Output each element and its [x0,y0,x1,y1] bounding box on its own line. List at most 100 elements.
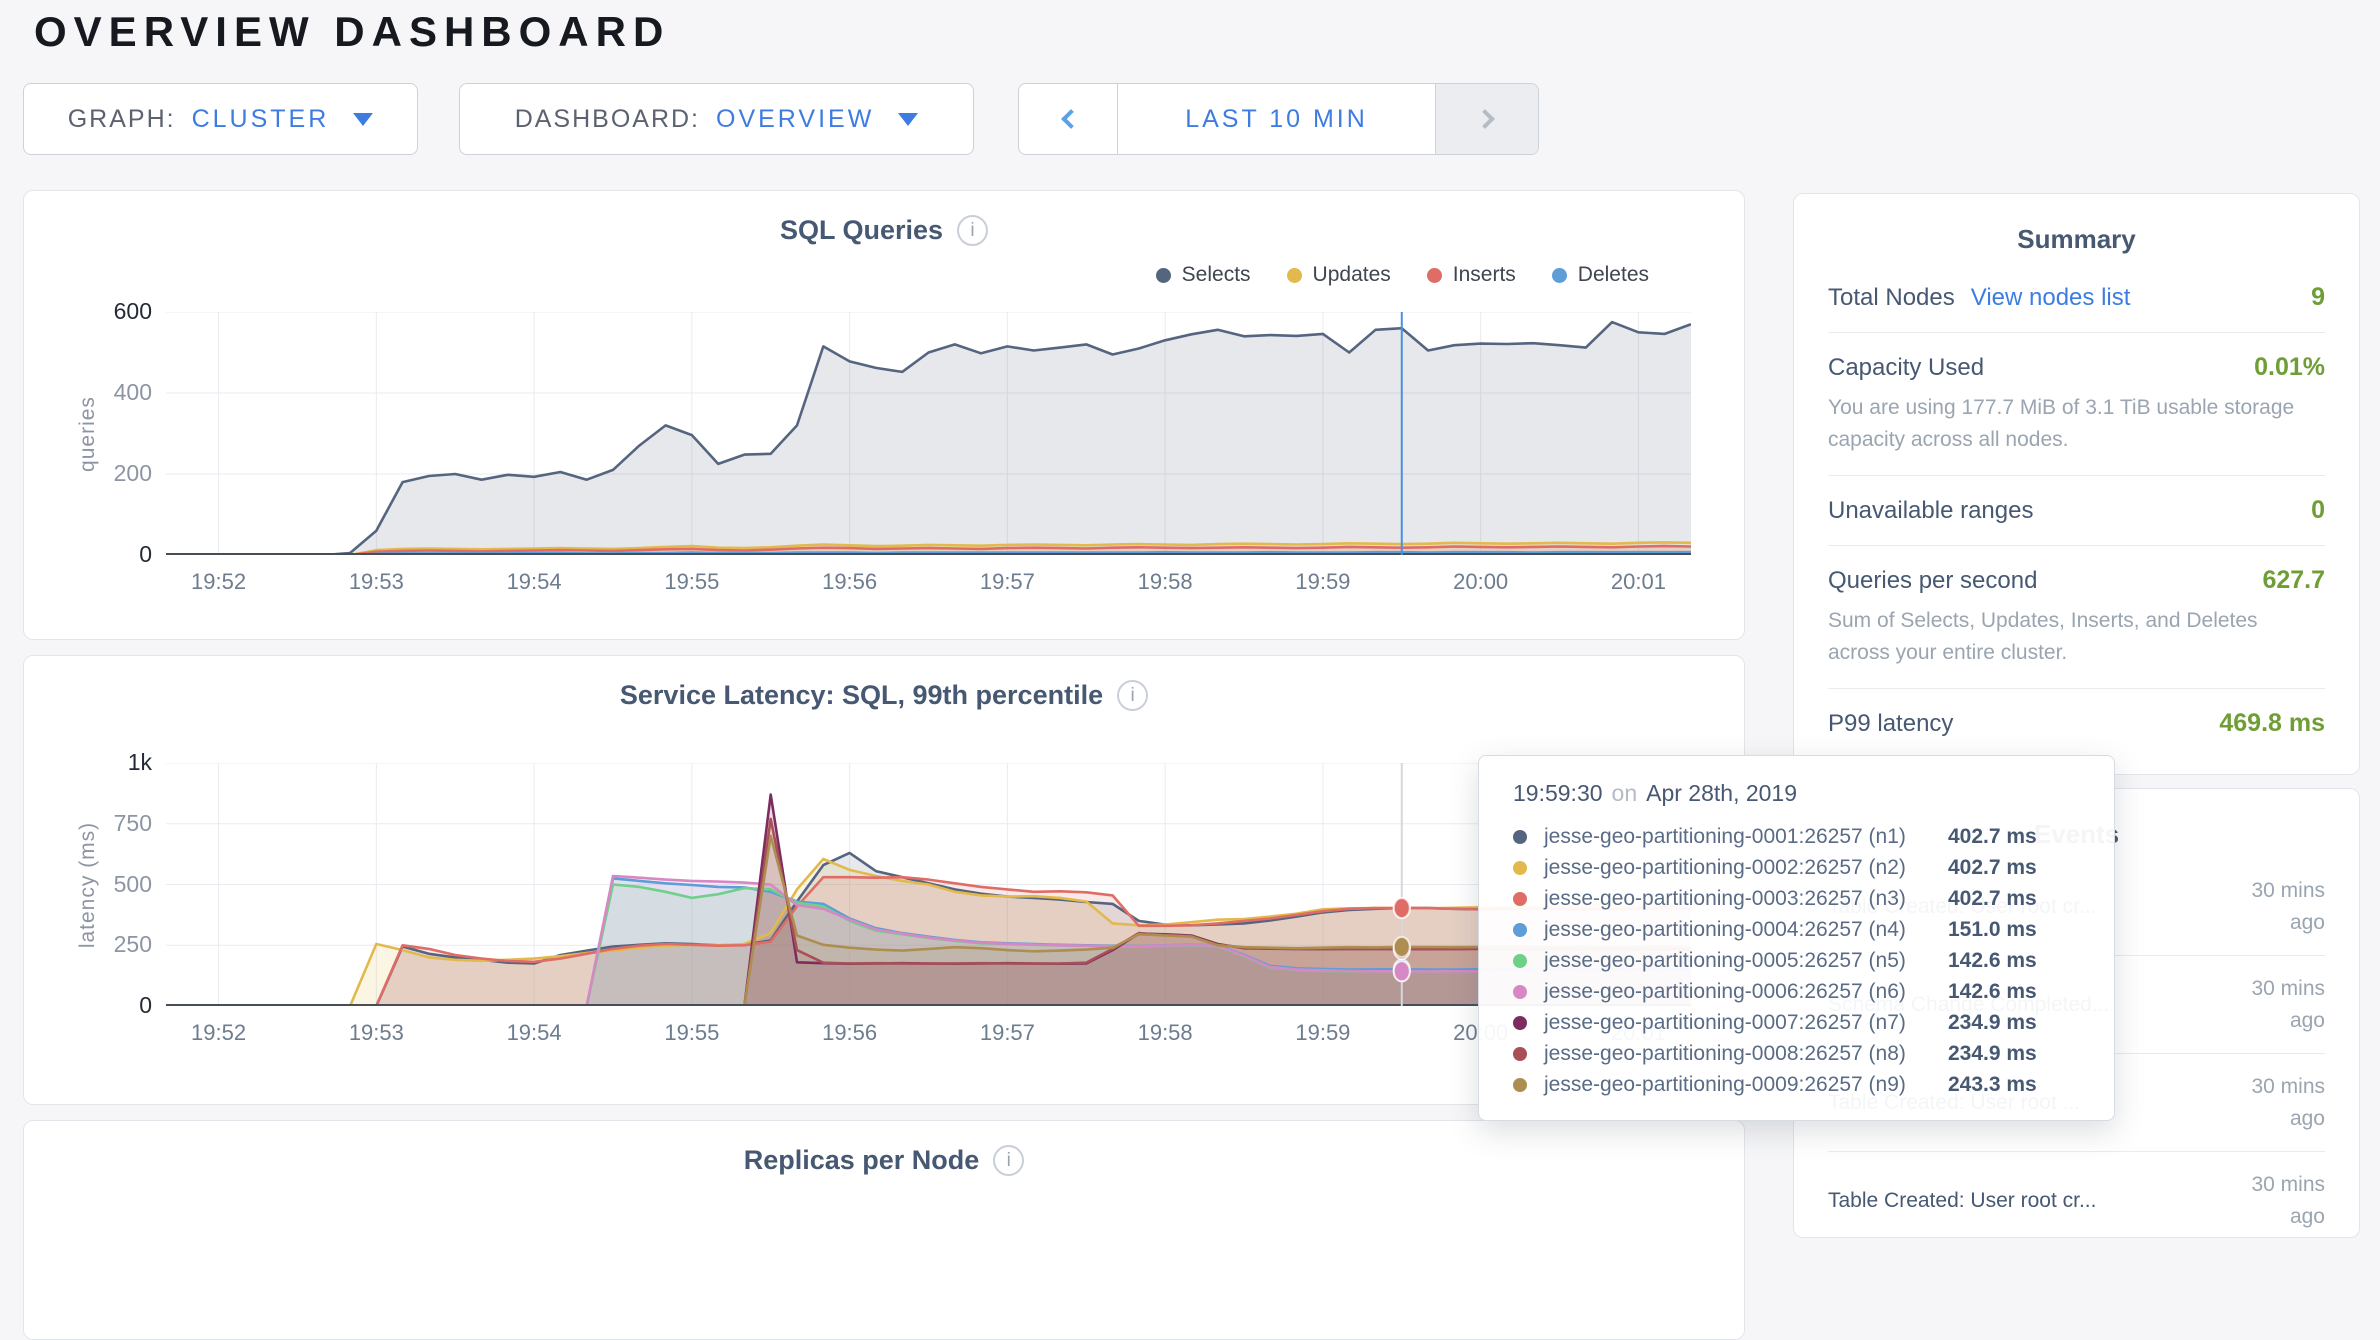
y-axis-tick-label: 0 [139,992,152,1018]
summary-row: Queries per second 627.7 Sum of Selects, U… [1828,546,2325,689]
series-area [166,876,1691,1006]
tooltip-node-name: jesse-geo-partitioning-0009:26257 (n9) [1544,1072,1906,1096]
series-color-dot-icon [1513,922,1527,937]
series-color-dot-icon [1513,984,1527,999]
x-axis-tick-label: 19:58 [1137,1020,1193,1045]
event-timestamp: 30 mins ago [2251,977,2325,1032]
dashboard-selector-label: DASHBOARD: [514,104,700,133]
hover-dot [1392,935,1411,958]
x-axis-tick-label: 19:53 [348,569,404,594]
y-axis-tick-label: 750 [113,809,152,836]
caret-down-icon [898,112,919,126]
tooltip-series-row: jesse-geo-partitioning-0005:26257 (n5) 14… [1513,945,2080,976]
x-axis-tick-label: 19:57 [979,569,1035,594]
tooltip-header: 19:59:30 on Apr 28th, 2019 [1513,780,2080,807]
legend-item-deletes[interactable]: Deletes [1551,263,1649,287]
series-area [166,835,1691,1006]
sql-queries-panel: SQL Queries i Selects Updates Inserts Delet… [23,190,1745,640]
summary-row-main: P99 latency 469.8 ms [1828,709,2325,738]
tooltip-series-row: jesse-geo-partitioning-0003:26257 (n3) 40… [1513,883,2080,914]
y-axis-title: latency (ms) [76,821,99,948]
info-icon[interactable]: i [957,215,989,246]
tooltip-series-row: jesse-geo-partitioning-0008:26257 (n8) 23… [1513,1038,2080,1069]
caret-down-icon [353,112,374,126]
y-axis-tick-label: 250 [113,931,152,958]
series-color-dot-icon [1513,1046,1527,1061]
chart-title-sql-queries: SQL Queries [779,215,944,245]
y-axis-tick-label: 200 [113,460,152,486]
x-axis-tick-label: 20:01 [1610,569,1666,594]
summary-row: Unavailable ranges 0 [1828,476,2325,546]
legend-item-updates[interactable]: Updates [1286,263,1391,287]
summary-row-label: Capacity Used [1828,354,1985,381]
series-color-dot-icon [1513,860,1527,875]
tooltip-series-row: jesse-geo-partitioning-0002:26257 (n2) 40… [1513,852,2080,883]
x-axis-tick-label: 19:57 [979,1020,1035,1045]
legend-item-inserts[interactable]: Inserts [1426,263,1516,287]
tooltip-node-name: jesse-geo-partitioning-0008:26257 (n8) [1544,1041,1906,1065]
time-backward-button[interactable] [1019,84,1118,154]
graph-selector-label: GRAPH: [67,104,176,133]
chart-canvas [166,312,1691,555]
graph-selector-dropdown[interactable]: GRAPH: CLUSTER [23,83,418,155]
summary-row: Capacity Used 0.01% You are using 177.7 Mi… [1828,333,2325,476]
event-text: Table Created: User root cr... [1828,1188,2097,1212]
summary-row-description: You are using 177.7 MiB of 3.1 TiB usabl… [1828,396,2295,451]
chart-legend: Selects Updates Inserts Deletes [1155,263,1649,287]
sql-queries-plot[interactable] [166,312,1691,555]
series-area [166,878,1691,1006]
replicas-per-node-panel: Replicas per Node i [23,1120,1745,1340]
chart-hover-tooltip: 19:59:30 on Apr 28th, 2019 jesse-geo-parti… [1478,755,2115,1121]
legend-dot-icon [1155,267,1171,283]
series-area [166,794,1691,1006]
tooltip-node-value: 234.9 ms [1948,1041,2037,1065]
tooltip-node-value: 402.7 ms [1948,886,2037,910]
x-axis-tick-label: 19:55 [664,569,720,594]
service-latency-plot[interactable] [166,763,1691,1006]
series-area [166,322,1691,555]
summary-row-description: Sum of Selects, Updates, Inserts, and De… [1828,609,2258,664]
summary-row-main: Unavailable ranges 0 [1828,496,2325,525]
tooltip-series-row: jesse-geo-partitioning-0001:26257 (n1) 40… [1513,821,2080,852]
y-axis-tick-label: 1k [127,749,152,775]
series-color-dot-icon [1513,891,1527,906]
y-axis-title: queries [76,395,99,472]
legend-item-selects[interactable]: Selects [1155,263,1251,287]
y-axis-tick-label: 500 [113,870,152,897]
series-color-dot-icon [1513,953,1527,968]
view-nodes-list-link[interactable]: View nodes list [1970,284,2131,311]
service-latency-panel: Service Latency: SQL, 99th percentile i … [23,655,1745,1105]
series-area [166,818,1691,1006]
legend-label: Updates [1312,263,1391,286]
tooltip-node-value: 243.3 ms [1948,1072,2037,1096]
tooltip-node-value: 142.6 ms [1948,948,2037,972]
info-icon[interactable]: i [1117,680,1149,711]
summary-row-main: Capacity Used 0.01% [1828,353,2325,382]
summary-row-label: Unavailable ranges [1828,497,2034,524]
series-line [166,875,1691,1006]
tooltip-series-row: jesse-geo-partitioning-0006:26257 (n6) 14… [1513,976,2080,1007]
info-icon[interactable]: i [993,1145,1025,1176]
chevron-right-icon [1474,109,1495,129]
hover-dot [1392,960,1411,983]
series-color-dot-icon [1513,1015,1527,1030]
time-range-button[interactable]: LAST 10 MIN [1185,104,1368,133]
chevron-left-icon [1060,109,1081,129]
summary-row-value: 469.8 ms [2219,709,2325,737]
event-timestamp: 30 mins ago [2251,879,2325,934]
x-axis-tick-label: 19:52 [191,569,247,594]
tooltip-date: Apr 28th, 2019 [1646,780,1798,806]
summary-row-value: 0.01% [2254,353,2325,381]
time-range-selector: LAST 10 MIN [1018,83,1539,155]
tooltip-node-name: jesse-geo-partitioning-0003:26257 (n3) [1544,886,1906,910]
legend-dot-icon [1286,267,1302,283]
summary-row-value: 0 [2311,496,2325,524]
time-forward-button-disabled [1435,84,1538,154]
legend-label: Deletes [1577,263,1649,286]
summary-row-main: Queries per second 627.7 [1828,566,2325,595]
event-timestamp: 30 mins ago [2251,1173,2325,1228]
tooltip-node-name: jesse-geo-partitioning-0005:26257 (n5) [1544,948,1906,972]
tooltip-node-value: 402.7 ms [1948,855,2037,879]
dashboard-selector-dropdown[interactable]: DASHBOARD: OVERVIEW [459,83,974,155]
summary-row-value: 627.7 [2262,566,2325,594]
